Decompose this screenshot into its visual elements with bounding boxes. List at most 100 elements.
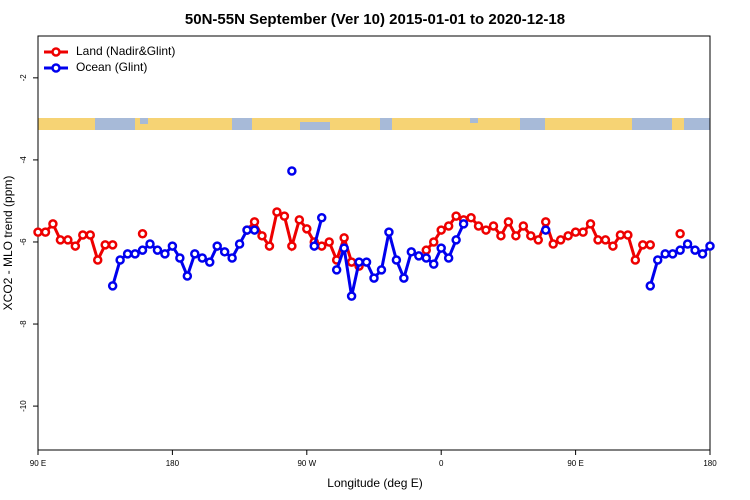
data-point xyxy=(436,243,446,253)
data-point xyxy=(503,217,514,227)
data-point xyxy=(242,225,252,235)
data-point xyxy=(264,241,275,251)
data-point xyxy=(428,259,439,269)
data-point xyxy=(212,241,222,251)
y-tick-label: -4 xyxy=(19,156,28,164)
data-point xyxy=(466,213,476,223)
ocean-band xyxy=(380,118,392,130)
data-point xyxy=(540,217,551,227)
data-point xyxy=(287,166,297,176)
x-tick-label: 180 xyxy=(166,459,180,468)
data-point xyxy=(137,229,148,239)
ocean-band xyxy=(232,118,252,130)
chart-title: 50N-55N September (Ver 10) 2015-01-01 to… xyxy=(185,11,565,28)
data-point xyxy=(540,225,551,235)
data-point xyxy=(473,221,484,231)
data-point xyxy=(630,255,641,265)
data-point xyxy=(48,219,58,229)
data-point xyxy=(399,273,409,283)
data-point xyxy=(421,253,432,263)
data-point xyxy=(234,239,245,249)
data-point xyxy=(249,217,260,227)
data-point xyxy=(615,230,626,240)
data-point xyxy=(160,249,170,259)
data-point xyxy=(115,255,125,265)
data-point xyxy=(272,207,282,217)
data-point xyxy=(682,239,693,249)
data-point xyxy=(361,257,372,267)
data-point xyxy=(660,249,670,259)
data-point xyxy=(675,229,685,239)
data-point xyxy=(421,245,432,255)
data-point xyxy=(496,231,506,241)
data-point xyxy=(346,257,357,267)
data-point xyxy=(645,240,656,250)
data-point xyxy=(197,253,208,263)
data-point xyxy=(526,231,536,241)
data-point xyxy=(600,235,611,245)
x-axis-label: Longitude (deg E) xyxy=(327,476,422,490)
data-point xyxy=(697,249,708,259)
data-point xyxy=(316,213,327,223)
data-point xyxy=(257,231,267,241)
x-tick-label: 0 xyxy=(439,459,444,468)
data-point xyxy=(458,219,469,229)
data-point xyxy=(481,225,491,235)
x-tick-label: 90 E xyxy=(30,459,46,468)
data-point xyxy=(384,227,394,237)
data-point xyxy=(122,249,133,259)
data-point xyxy=(593,235,603,245)
data-point xyxy=(204,257,215,267)
y-tick-label: -8 xyxy=(19,320,28,328)
data-point xyxy=(107,281,118,291)
data-point xyxy=(428,237,439,247)
data-point xyxy=(406,247,417,257)
data-point xyxy=(279,211,290,221)
data-point xyxy=(354,257,364,267)
y-tick-label: -2 xyxy=(19,74,28,82)
ocean-band xyxy=(632,118,672,130)
data-point xyxy=(608,241,618,251)
ocean-band xyxy=(684,118,710,130)
data-point xyxy=(78,230,88,240)
data-point xyxy=(167,241,178,251)
data-point xyxy=(675,245,685,255)
legend-marker xyxy=(51,47,61,57)
data-point xyxy=(623,230,633,240)
data-point xyxy=(578,227,588,237)
data-point xyxy=(488,221,499,231)
data-point xyxy=(100,240,110,250)
map-strip xyxy=(38,118,710,130)
data-point xyxy=(85,230,96,240)
data-point xyxy=(511,231,521,241)
data-point xyxy=(219,247,230,257)
land-band xyxy=(38,118,710,130)
data-point xyxy=(92,255,103,265)
ocean-band xyxy=(470,118,478,123)
data-point xyxy=(585,219,596,229)
data-point xyxy=(33,227,43,237)
data-point xyxy=(175,253,185,263)
data-point xyxy=(667,249,678,259)
data-point xyxy=(339,243,349,253)
y-tick-label: -6 xyxy=(19,238,28,246)
data-point xyxy=(533,235,544,245)
legend-marker xyxy=(51,63,61,73)
data-point xyxy=(316,241,327,251)
data-point xyxy=(690,245,700,255)
data-point xyxy=(414,251,424,261)
ocean-band xyxy=(520,118,545,130)
data-point xyxy=(145,239,155,249)
x-tick-label: 90 W xyxy=(297,459,316,468)
data-point xyxy=(331,265,342,275)
data-point xyxy=(339,233,349,243)
data-point xyxy=(705,241,715,251)
data-point xyxy=(369,273,379,283)
data-point xyxy=(645,281,656,291)
y-tick-label: -10 xyxy=(19,400,28,412)
data-point xyxy=(324,237,334,247)
data-point xyxy=(294,215,305,225)
data-point xyxy=(107,240,118,250)
data-point xyxy=(137,245,148,255)
